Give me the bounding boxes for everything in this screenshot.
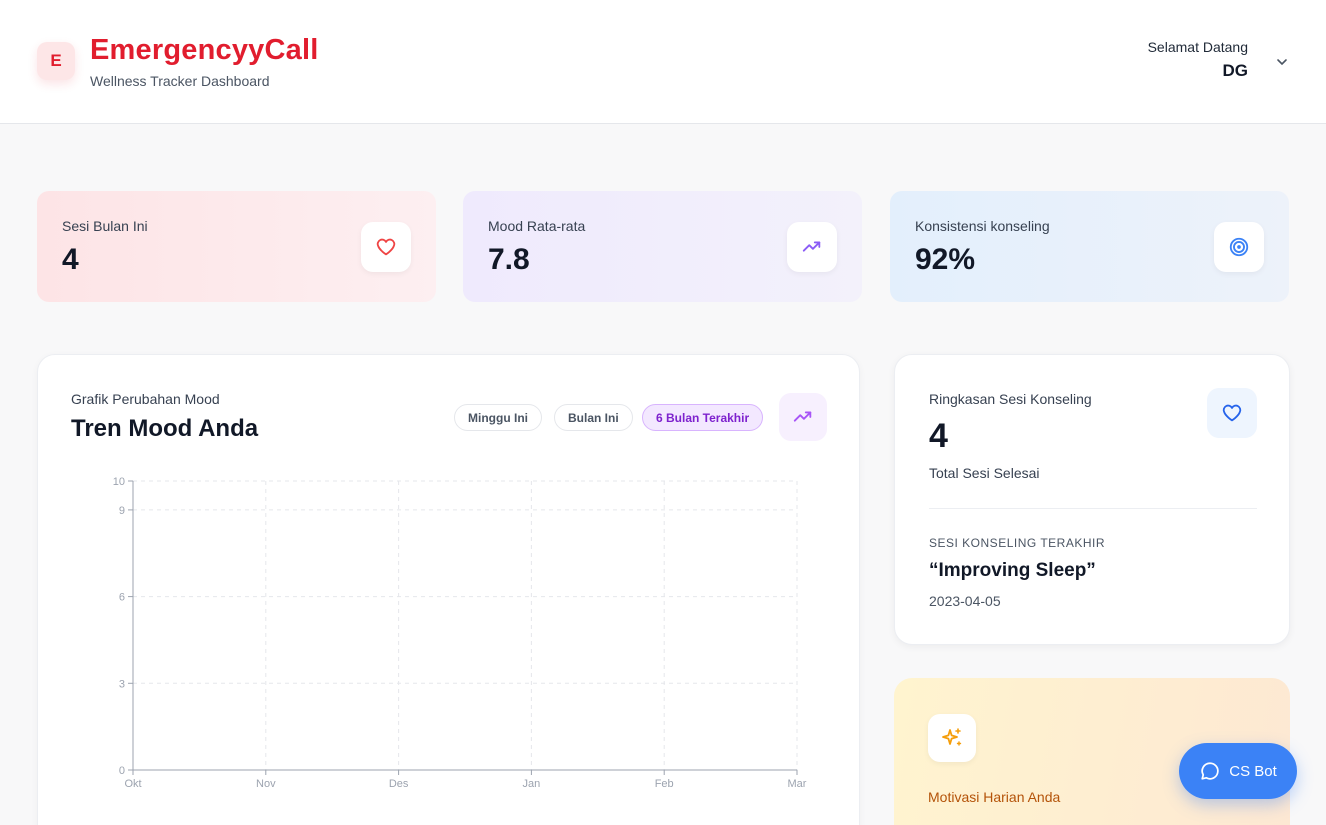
x-tick-label: Des (389, 778, 409, 790)
y-tick-label: 6 (119, 592, 125, 604)
motivation-label: Motivasi Harian Anda (928, 789, 1061, 805)
target-icon (1214, 222, 1264, 272)
x-tick-label: Okt (124, 778, 141, 790)
chevron-down-icon[interactable] (1272, 54, 1292, 70)
chat-bubble-icon (1199, 760, 1221, 782)
summary-value: 4 (929, 417, 948, 455)
y-tick-label: 9 (119, 505, 125, 517)
stat-value: 92% (915, 243, 976, 276)
x-tick-label: Jan (523, 778, 541, 790)
stat-value: 4 (62, 243, 79, 276)
filter-month-button[interactable]: Bulan Ini (554, 404, 633, 431)
stat-card-consistency: Konsistensi konseling 92% (890, 191, 1289, 302)
filter-6-months-button[interactable]: 6 Bulan Terakhir (642, 404, 764, 431)
user-welcome[interactable]: Selamat Datang DG (1148, 39, 1248, 81)
summary-sub: Total Sesi Selesai (929, 465, 1040, 481)
trending-up-icon (787, 222, 837, 272)
welcome-label: Selamat Datang (1147, 39, 1248, 55)
brand-subtitle: Wellness Tracker Dashboard (90, 73, 270, 89)
stat-label: Mood Rata-rata (488, 218, 586, 234)
y-tick-label: 3 (119, 678, 125, 690)
stat-card-mood: Mood Rata-rata 7.8 (463, 191, 862, 302)
cs-bot-button[interactable]: CS Bot (1179, 743, 1297, 799)
divider (929, 508, 1257, 509)
y-tick-label: 0 (119, 765, 125, 777)
mood-chart-card: Grafik Perubahan Mood Tren Mood Anda Min… (37, 354, 860, 825)
x-tick-label: Feb (655, 778, 674, 790)
sparkles-icon (928, 714, 976, 762)
y-tick-label: 10 (113, 476, 125, 488)
session-summary-card: Ringkasan Sesi Konseling 4 Total Sesi Se… (894, 354, 1290, 645)
stat-label: Sesi Bulan Ini (62, 218, 148, 234)
trending-up-icon (779, 393, 827, 441)
brand-title: EmergencyyCall (90, 34, 319, 66)
summary-label: Ringkasan Sesi Konseling (929, 391, 1092, 407)
x-tick-label: Mar (788, 778, 807, 790)
chart-title: Tren Mood Anda (71, 415, 259, 442)
last-session-label: SESI KONSELING TERAKHIR (929, 536, 1105, 550)
stat-card-sessions: Sesi Bulan Ini 4 (37, 191, 436, 302)
logo-badge: E (37, 42, 75, 80)
heart-icon (1207, 388, 1257, 438)
app-header: E EmergencyyCall Wellness Tracker Dashbo… (0, 0, 1326, 124)
heart-icon (361, 222, 411, 272)
stat-label: Konsistensi konseling (915, 218, 1050, 234)
filter-week-button[interactable]: Minggu Ini (454, 404, 542, 431)
user-initials: DG (1222, 61, 1249, 80)
mood-chart: 0 3 6 9 10 Okt Nov Des Jan Feb Mar (113, 476, 807, 790)
last-session-date: 2023-04-05 (929, 593, 1001, 609)
chart-kicker: Grafik Perubahan Mood (71, 391, 220, 407)
cs-bot-label: CS Bot (1229, 762, 1277, 780)
stat-value: 7.8 (488, 243, 530, 276)
last-session-title: “Improving Sleep” (929, 560, 1096, 581)
x-tick-label: Nov (256, 778, 276, 790)
